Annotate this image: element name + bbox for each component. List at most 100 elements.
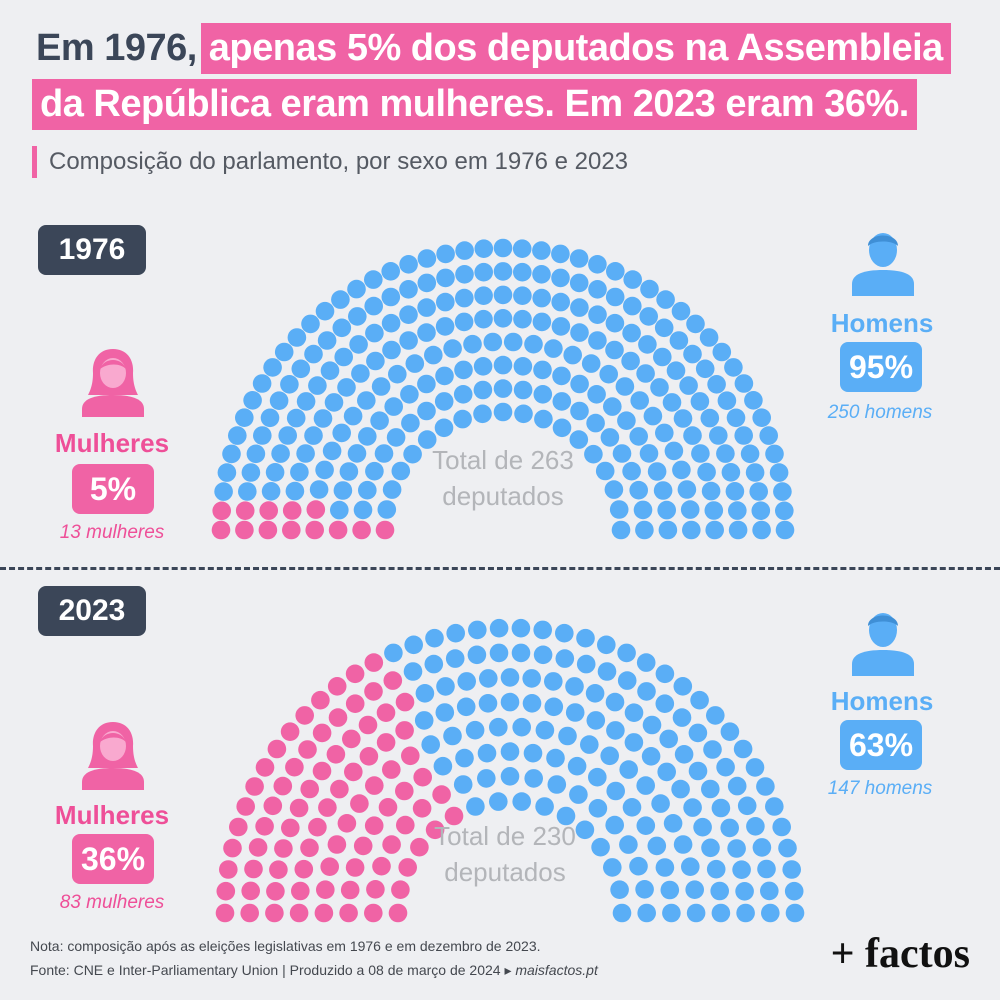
seat-man-1976 <box>391 461 411 481</box>
seat-man-2023 <box>610 880 629 899</box>
seat-man-2023 <box>681 857 700 876</box>
seat-man-1976 <box>606 262 625 281</box>
seat-man-2023 <box>663 814 683 833</box>
seat-man-1976 <box>705 520 724 540</box>
seat-man-1976 <box>364 270 383 289</box>
seat-man-1976 <box>629 427 648 446</box>
seat-man-2023 <box>647 836 667 856</box>
seat-woman-2023 <box>376 733 396 752</box>
men-pct-1976: 95% <box>840 342 922 392</box>
seat-woman-2023 <box>344 762 363 782</box>
women-pct-2023: 36% <box>72 834 154 884</box>
seat-man-1976 <box>740 444 760 464</box>
seat-woman-2023 <box>327 677 347 696</box>
seat-man-1976 <box>265 463 285 482</box>
seat-man-1976 <box>643 406 663 426</box>
seat-man-2023 <box>580 735 599 754</box>
seat-man-1976 <box>493 355 513 375</box>
seat-man-1976 <box>563 345 582 365</box>
seat-man-1976 <box>551 268 570 288</box>
seat-man-1976 <box>683 344 702 364</box>
seat-man-1976 <box>717 391 737 411</box>
seat-man-1976 <box>453 409 472 429</box>
seat-man-1976 <box>728 520 748 540</box>
seat-man-2023 <box>685 880 704 899</box>
women-count-1976: 13 mulheres <box>59 522 165 543</box>
seat-man-1976 <box>604 480 624 499</box>
seat-woman-2023 <box>376 703 396 722</box>
seat-man-2023 <box>701 779 720 799</box>
seat-man-1976 <box>417 374 436 394</box>
seat-man-2023 <box>710 881 729 901</box>
seat-man-1976 <box>417 273 437 293</box>
seat-man-2023 <box>555 623 574 643</box>
seat-man-1976 <box>331 290 350 309</box>
seat-man-2023 <box>617 671 637 690</box>
seat-man-2023 <box>565 677 584 696</box>
seat-man-1976 <box>633 500 653 520</box>
seat-man-2023 <box>524 769 543 788</box>
seat-man-1976 <box>726 408 746 428</box>
seat-man-2023 <box>673 835 693 854</box>
seat-man-1976 <box>381 313 401 333</box>
seat-woman-2023 <box>345 664 365 684</box>
seat-man-1976 <box>609 500 629 519</box>
seat-woman-2023 <box>378 798 398 817</box>
seat-man-1976 <box>333 481 353 500</box>
seat-man-2023 <box>479 669 498 688</box>
seat-man-1976 <box>605 287 625 307</box>
seat-man-1976 <box>734 426 753 445</box>
seat-woman-2023 <box>358 715 378 735</box>
seat-woman-2023 <box>365 776 384 795</box>
seat-man-2023 <box>478 694 498 713</box>
seat-man-1976 <box>454 312 474 332</box>
seat-woman-1976 <box>282 520 301 540</box>
seat-man-2023 <box>673 677 693 696</box>
seat-man-2023 <box>446 623 466 643</box>
footer-site-link[interactable]: maisfactos.pt <box>515 962 598 978</box>
title-line-1: Em 1976, apenas 5% dos deputados na Asse… <box>32 20 951 76</box>
seat-man-2023 <box>556 806 576 826</box>
seat-man-1976 <box>630 391 649 410</box>
seat-man-1976 <box>324 393 344 412</box>
seat-man-1976 <box>721 463 741 482</box>
seat-man-1976 <box>650 378 669 397</box>
seat-man-1976 <box>436 292 455 312</box>
seat-man-1976 <box>388 364 407 384</box>
seat-woman-2023 <box>342 729 361 749</box>
seat-man-1976 <box>725 482 745 501</box>
seat-man-2023 <box>765 797 784 816</box>
seat-woman-2023 <box>285 757 304 777</box>
seat-man-1976 <box>709 426 728 445</box>
seat-man-2023 <box>636 776 655 795</box>
seat-woman-2023 <box>432 785 451 804</box>
seat-man-2023 <box>746 817 765 836</box>
seat-man-2023 <box>752 838 772 857</box>
seat-man-1976 <box>417 323 436 342</box>
seat-man-1976 <box>304 426 323 445</box>
seat-man-1976 <box>603 397 622 416</box>
seat-woman-2023 <box>353 836 373 856</box>
seat-man-1976 <box>434 418 454 438</box>
seat-man-1976 <box>473 380 493 400</box>
seat-woman-1976 <box>328 520 348 540</box>
seat-man-1976 <box>271 444 290 463</box>
seat-man-2023 <box>489 643 509 663</box>
seat-man-2023 <box>757 859 776 879</box>
seat-man-1976 <box>291 359 311 379</box>
seat-man-2023 <box>617 643 636 663</box>
seat-man-2023 <box>533 645 553 665</box>
year-badge-2023: 2023 <box>38 586 146 636</box>
seat-man-1976 <box>683 426 702 445</box>
seat-man-1976 <box>353 500 373 520</box>
seat-man-1976 <box>493 262 513 281</box>
seat-man-2023 <box>674 745 694 764</box>
title-line-2: da República eram mulheres. Em 2023 eram… <box>32 76 917 132</box>
seat-man-1976 <box>364 296 384 316</box>
seat-man-1976 <box>611 520 631 540</box>
women-pct-1976: 5% <box>72 464 154 514</box>
seat-man-2023 <box>606 781 625 801</box>
total-line1-1976: Total de 263 <box>432 445 574 475</box>
seat-woman-2023 <box>289 903 309 923</box>
